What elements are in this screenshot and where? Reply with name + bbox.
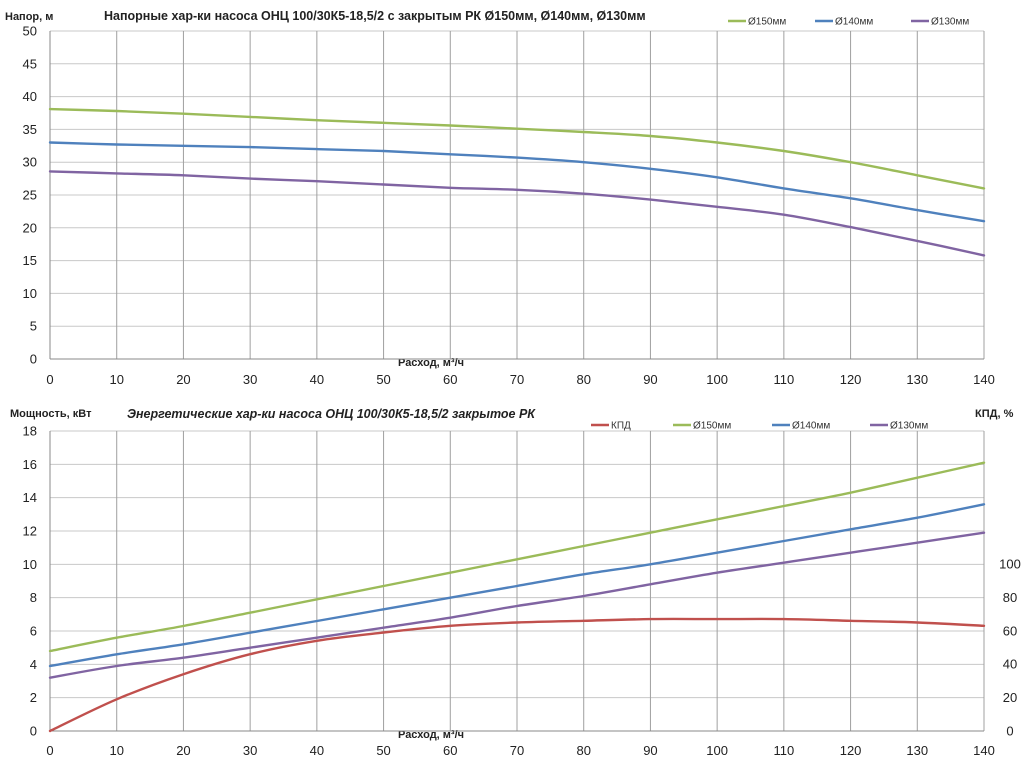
power-y2-tick-label: 80 [1003, 590, 1017, 605]
head-y-tick-label: 35 [23, 122, 37, 137]
power-y-tick-label: 2 [30, 690, 37, 705]
power-x-tick-label: 130 [906, 743, 928, 758]
power-x-tick-label: 0 [46, 743, 53, 758]
power-y-tick-label: 6 [30, 624, 37, 639]
head-grid [50, 30, 985, 359]
head-legend-label: Ø150мм [748, 17, 786, 28]
power-legend-label: Ø150мм [693, 421, 731, 432]
head-series-line-1 [48, 141, 986, 223]
head-chart-xlabel: Расход, м³/ч [398, 357, 464, 369]
power-legend-label: КПД [611, 421, 631, 432]
head-x-tick-label: 60 [443, 372, 457, 387]
head-legend-label: Ø140мм [835, 17, 873, 28]
head-x-tick-label: 40 [310, 372, 324, 387]
head-x-tick-label: 30 [243, 372, 257, 387]
head-x-tick-label: 110 [773, 372, 794, 387]
power-x-tick-label: 20 [176, 743, 190, 758]
head-y-tick-label: 10 [23, 286, 37, 301]
power-chart-title: Энергетические хар-ки насоса ОНЦ 100/30К… [127, 407, 536, 421]
power-chart: Мощность, кВт Энергетические хар-ки насо… [10, 407, 1021, 758]
head-x-tick-label: 90 [643, 372, 657, 387]
power-x-tick-label: 50 [376, 743, 390, 758]
power-y-tick-label: 10 [23, 557, 37, 572]
power-x-tick-label: 60 [443, 743, 457, 758]
power-y-tick-label: 0 [30, 724, 37, 739]
power-x-tick-label: 70 [510, 743, 524, 758]
power-x-tick-label: 140 [973, 743, 995, 758]
head-y-tick-label: 40 [23, 89, 37, 104]
head-x-tick-label: 130 [906, 372, 928, 387]
power-chart-xlabel: Расход, м³/ч [398, 729, 464, 741]
power-y2-tick-label: 40 [1003, 657, 1017, 672]
power-y-tick-label: 12 [23, 524, 37, 539]
head-series-line-2 [48, 170, 986, 257]
head-chart: Напор, м Напорные хар-ки насоса ОНЦ 100/… [5, 9, 995, 387]
head-x-tick-label: 100 [706, 372, 728, 387]
power-x-tick-label: 100 [706, 743, 728, 758]
power-legend-label: Ø140мм [792, 421, 830, 432]
head-chart-ylabel: Напор, м [5, 11, 53, 23]
power-x-tick-label: 30 [243, 743, 257, 758]
power-x-tick-label: 110 [773, 743, 794, 758]
power-series-line-1 [48, 461, 986, 653]
head-chart-title: Напорные хар-ки насоса ОНЦ 100/30К5-18,5… [104, 9, 646, 23]
power-chart-y2label: КПД, % [975, 408, 1014, 420]
head-y-tick-label: 15 [23, 253, 37, 268]
power-grid [50, 430, 985, 731]
head-y-tick-label: 30 [23, 155, 37, 170]
power-y-tick-label: 4 [30, 657, 37, 672]
power-chart-ylabel: Мощность, кВт [10, 408, 92, 420]
power-x-tick-label: 90 [643, 743, 657, 758]
head-y-tick-label: 45 [23, 56, 37, 71]
power-y2-tick-label: 0 [1006, 724, 1013, 739]
head-x-tick-label: 70 [510, 372, 524, 387]
power-series-line-0 [48, 617, 986, 733]
head-x-tick-label: 140 [973, 372, 995, 387]
power-y2-tick-label: 100 [999, 557, 1021, 572]
head-x-tick-label: 10 [109, 372, 123, 387]
head-y-tick-label: 50 [23, 24, 37, 39]
head-legend-label: Ø130мм [931, 17, 969, 28]
head-x-tick-label: 80 [576, 372, 590, 387]
head-y-tick-label: 25 [23, 188, 37, 203]
power-x-tick-label: 80 [576, 743, 590, 758]
head-x-tick-label: 50 [376, 372, 390, 387]
head-x-tick-label: 20 [176, 372, 190, 387]
head-y-tick-label: 0 [30, 352, 37, 367]
power-x-tick-label: 40 [310, 743, 324, 758]
power-x-tick-label: 120 [840, 743, 862, 758]
power-series-line-2 [48, 503, 986, 668]
power-y2-tick-label: 20 [1003, 690, 1017, 705]
power-x-tick-label: 10 [109, 743, 123, 758]
head-x-tick-label: 0 [46, 372, 53, 387]
head-x-tick-label: 120 [840, 372, 862, 387]
power-y-tick-label: 18 [23, 424, 37, 439]
power-y-tick-label: 14 [23, 490, 37, 505]
power-y-tick-label: 16 [23, 457, 37, 472]
head-y-tick-label: 5 [30, 319, 37, 334]
head-y-tick-label: 20 [23, 220, 37, 235]
power-y-tick-label: 8 [30, 590, 37, 605]
power-y2-tick-label: 60 [1003, 623, 1017, 638]
power-series-line-3 [48, 531, 986, 679]
power-legend-label: Ø130мм [890, 421, 928, 432]
head-series-line-0 [48, 107, 986, 190]
